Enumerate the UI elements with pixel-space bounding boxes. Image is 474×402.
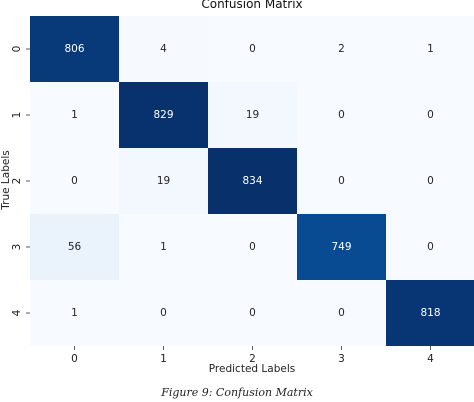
heatmap-cells: 806 4 0 2 1 1 829 19 0 0 0 19 834 0 0 56 1 0 749 0 1 0 0 0 818 [30, 16, 474, 346]
heatmap-cell [297, 16, 386, 82]
heatmap-cell [30, 82, 119, 148]
cell-value-label: 1 [160, 241, 167, 253]
x-axis-label: Predicted Labels [209, 363, 295, 375]
cell-value-label: 0 [427, 241, 434, 253]
heatmap-cell [119, 148, 208, 214]
x-tick-labels: 0 1 2 3 4 [71, 346, 434, 365]
heatmap-cell [208, 280, 297, 346]
heatmap-cell [386, 16, 474, 82]
heatmap-cell [386, 280, 474, 346]
x-tick-label: 3 [338, 353, 345, 365]
heatmap-cell [30, 214, 119, 280]
heatmap-cell [208, 82, 297, 148]
cell-value-label: 1 [71, 307, 78, 319]
cell-value-label: 0 [338, 109, 345, 121]
x-tick-label: 2 [249, 353, 256, 365]
x-tick-label: 1 [160, 353, 167, 365]
x-tick-label: 0 [71, 353, 78, 365]
chart-title: Confusion Matrix [201, 0, 302, 11]
y-tick-label: 2 [11, 178, 23, 185]
cell-value-label: 818 [420, 307, 440, 319]
cell-value-label: 829 [153, 109, 173, 121]
y-tick-label: 0 [11, 46, 23, 53]
heatmap-cell [208, 148, 297, 214]
heatmap-cell [119, 214, 208, 280]
cell-value-label: 0 [249, 43, 256, 55]
cell-value-label: 19 [157, 175, 170, 187]
cell-value-label: 0 [427, 175, 434, 187]
y-tick-labels: 0 1 2 3 4 [11, 46, 30, 316]
cell-value-label: 1 [71, 109, 78, 121]
heatmap-cell [30, 280, 119, 346]
cell-value-label: 19 [246, 109, 259, 121]
heatmap-cell [208, 214, 297, 280]
cell-value-label: 0 [338, 307, 345, 319]
cell-value-label: 0 [427, 109, 434, 121]
cell-value-label: 1 [427, 43, 434, 55]
heatmap-cell [119, 16, 208, 82]
y-tick-label: 4 [11, 309, 23, 316]
heatmap-cell [30, 16, 119, 82]
heatmap-cell [297, 280, 386, 346]
cell-value-label: 2 [338, 43, 345, 55]
heatmap-cell [30, 148, 119, 214]
x-tick-label: 4 [427, 353, 434, 365]
cell-value-label: 806 [64, 43, 84, 55]
heatmap-cell [119, 280, 208, 346]
cell-value-label: 0 [160, 307, 167, 319]
cell-value-label: 0 [249, 241, 256, 253]
heatmap-cell [297, 148, 386, 214]
heatmap-cell [208, 16, 297, 82]
cell-value-label: 834 [242, 175, 262, 187]
cell-value-label: 56 [68, 241, 82, 253]
cell-value-label: 0 [249, 307, 256, 319]
heatmap-cell [386, 82, 474, 148]
heatmap-cell [119, 82, 208, 148]
cell-value-label: 4 [160, 43, 167, 55]
y-tick-label: 1 [11, 112, 23, 119]
cell-value-label: 0 [338, 175, 345, 187]
heatmap-cell [297, 82, 386, 148]
cell-value-label: 749 [331, 241, 351, 253]
y-tick-label: 3 [11, 244, 23, 251]
heatmap-cell [386, 214, 474, 280]
heatmap-cell [386, 148, 474, 214]
heatmap-cell [297, 214, 386, 280]
y-axis-label: True Labels [0, 150, 12, 210]
figure-caption: Figure 9: Confusion Matrix [161, 386, 313, 399]
cell-value-label: 0 [71, 175, 78, 187]
